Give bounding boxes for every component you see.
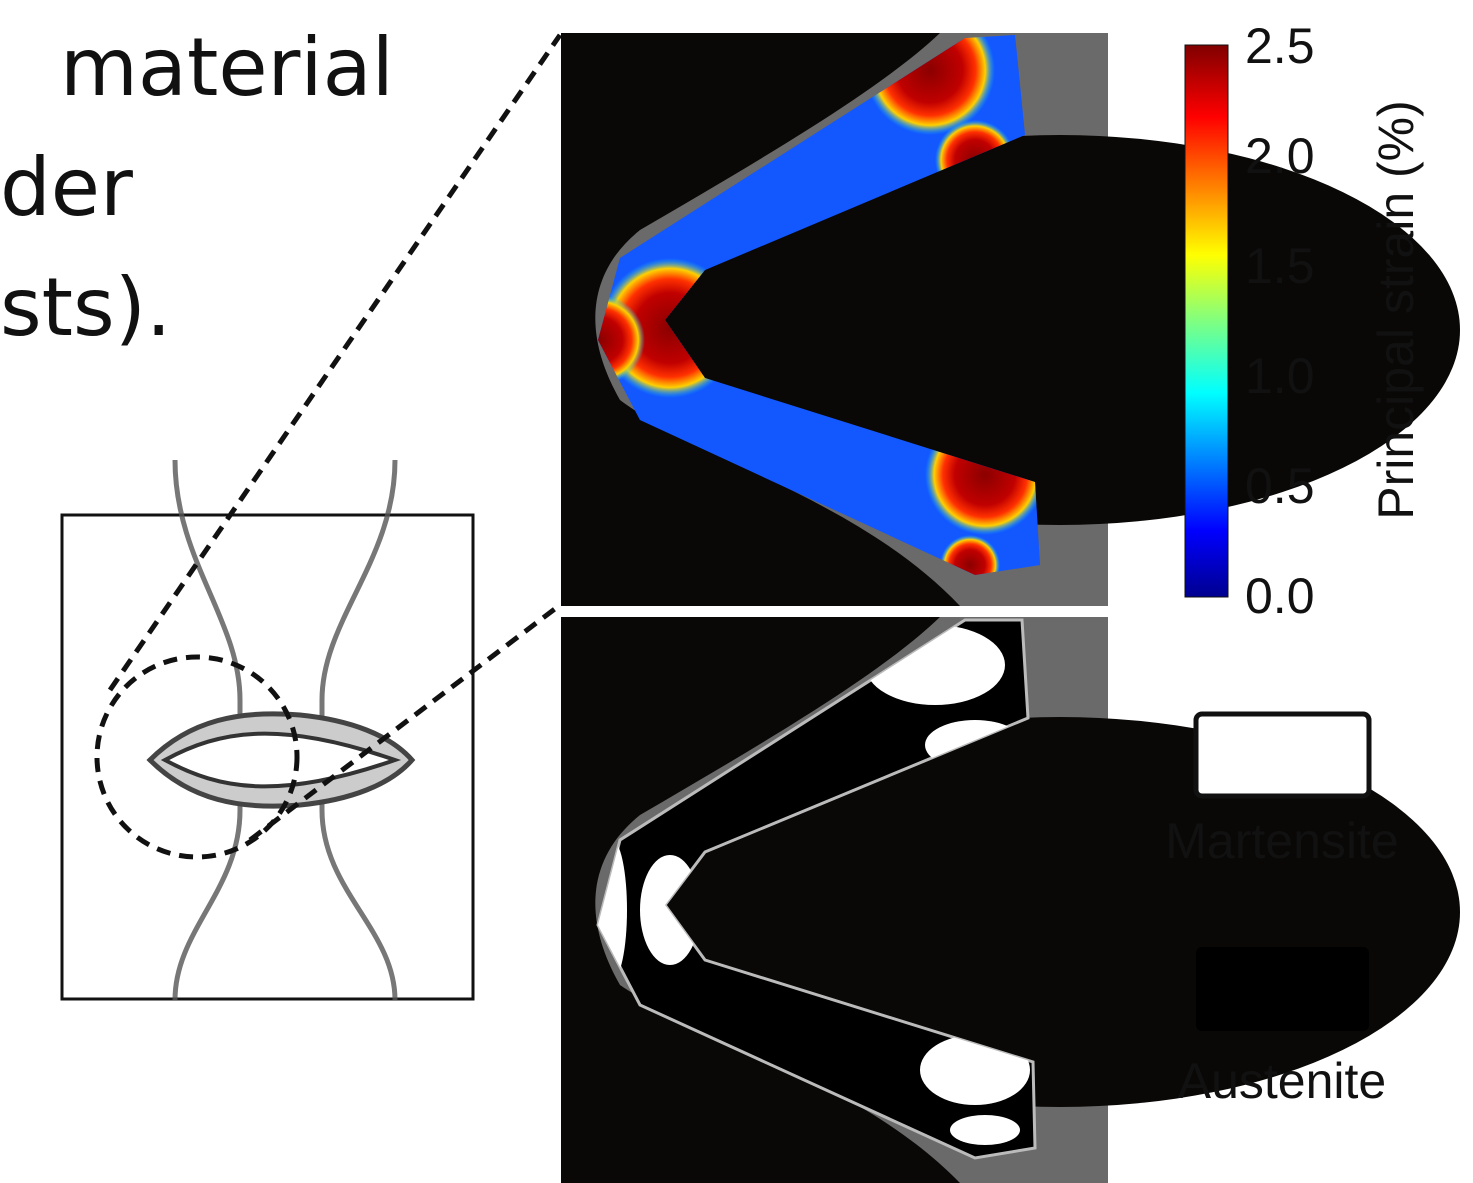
colorbar-tick-label: 1.5 [1245, 238, 1315, 294]
legend-swatch [1196, 947, 1369, 1031]
legend-label: Martensite [1165, 813, 1398, 869]
schematic [62, 35, 560, 1000]
colorbar-tick-label: 1.0 [1245, 348, 1315, 404]
slide-text: material [60, 21, 394, 114]
colorbar-tick-label: 2.5 [1245, 18, 1315, 74]
strain-map [555, 5, 1460, 606]
slide-text: der [0, 141, 133, 234]
colorbar-tick-label: 2.0 [1245, 128, 1315, 184]
slide-text: sts). [0, 261, 171, 354]
legend-label: Austenite [1178, 1053, 1386, 1109]
colorbar-tick-label: 0.5 [1245, 458, 1315, 514]
colorbar [1185, 45, 1228, 597]
legend-swatch [1196, 714, 1369, 796]
figure: material der sts). [0, 0, 1473, 1183]
colorbar-tick-label: 0.0 [1245, 568, 1315, 624]
colorbar-label: Principal strain (%) [1368, 100, 1424, 520]
